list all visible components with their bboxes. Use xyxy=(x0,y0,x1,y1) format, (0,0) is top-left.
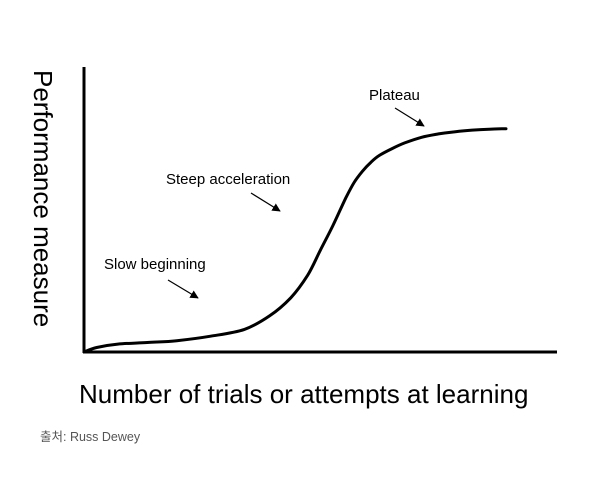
annotation-slow-beginning: Slow beginning xyxy=(104,256,206,273)
learning-curve-line xyxy=(82,127,508,354)
annotation-steep-acceleration: Steep acceleration xyxy=(166,171,290,188)
x-axis-label: Number of trials or attempts at learning xyxy=(79,379,528,409)
arrow-plateau xyxy=(394,107,425,127)
arrow-steep-acceleration xyxy=(250,192,281,212)
source-caption: 출처: Russ Dewey xyxy=(40,430,141,444)
arrow-slow-beginning xyxy=(167,279,199,299)
annotation-plateau: Plateau xyxy=(369,87,420,104)
y-axis-label: Performance measure xyxy=(28,70,58,327)
